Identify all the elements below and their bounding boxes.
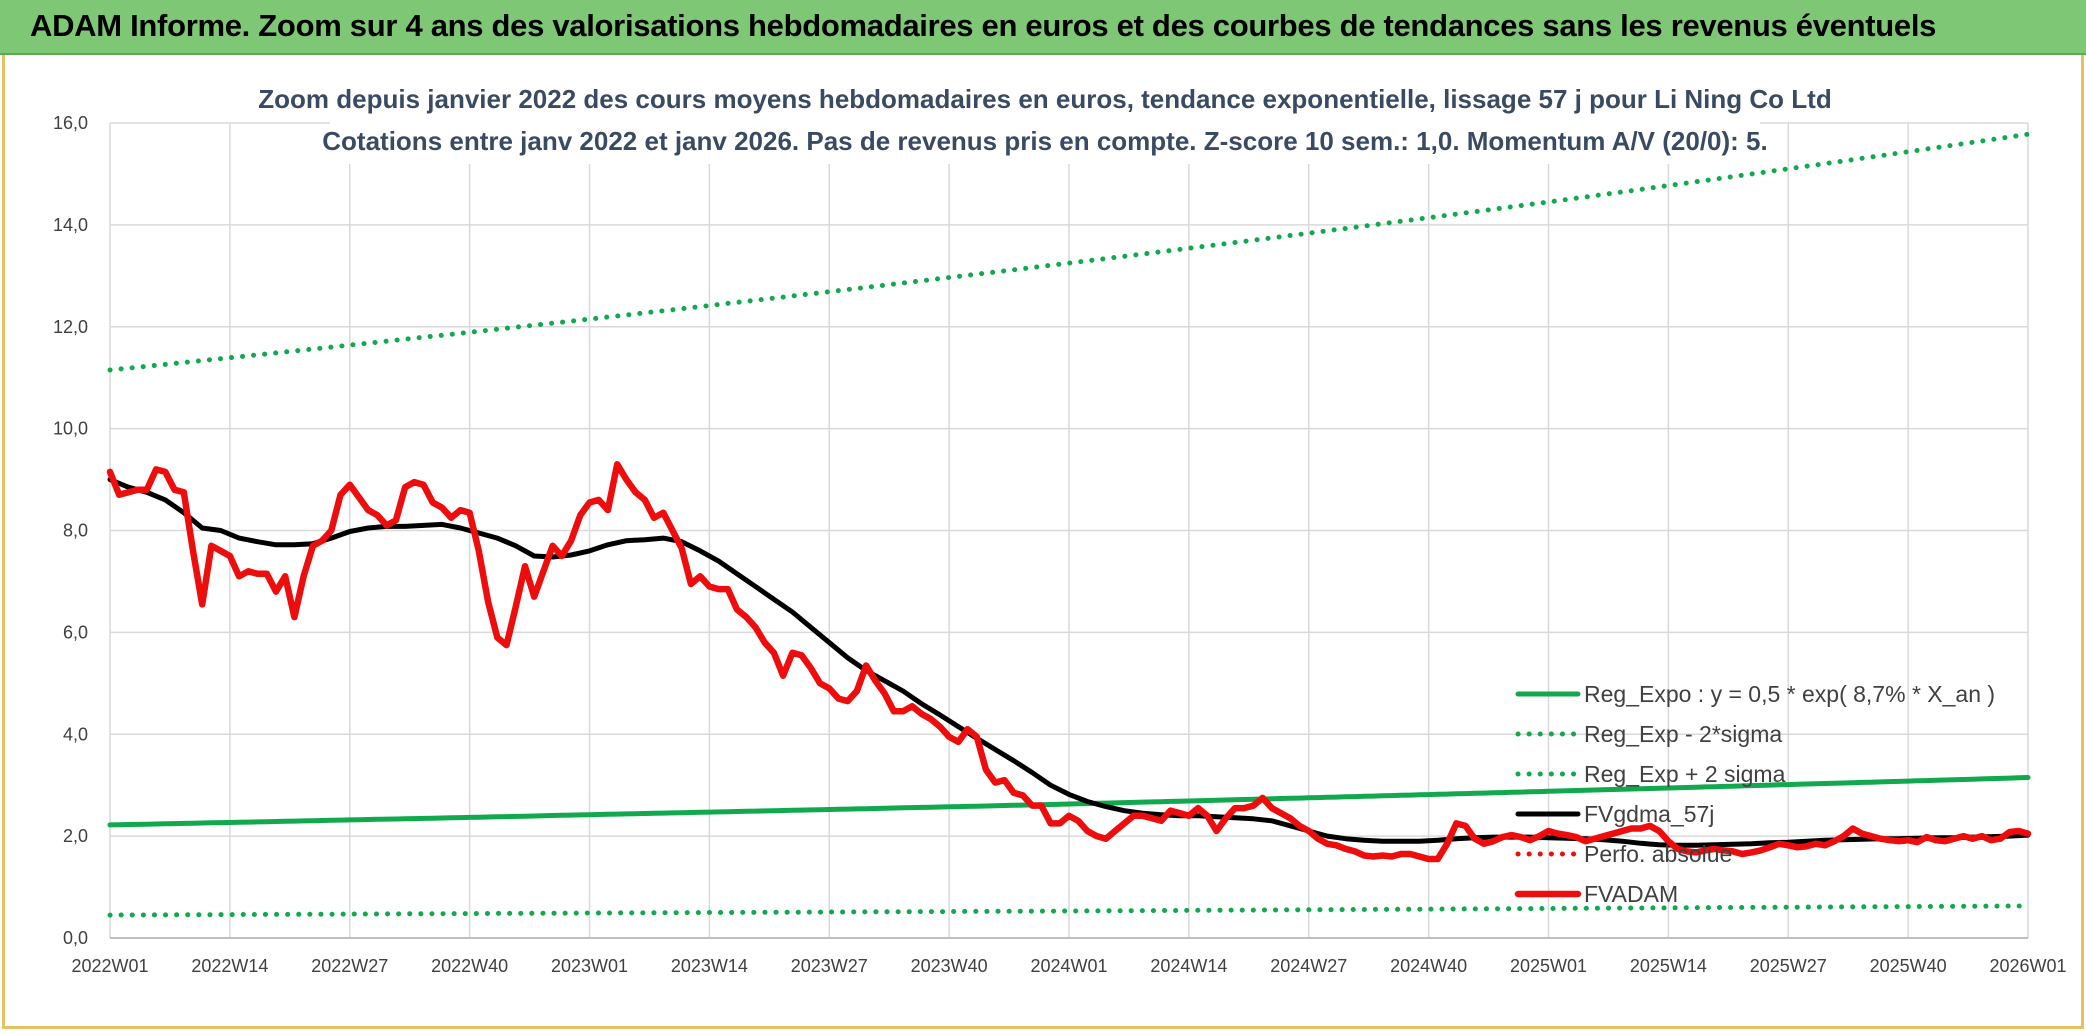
y-tick-label: 16,0 (53, 113, 88, 133)
y-tick-label: 10,0 (53, 419, 88, 439)
y-tick-label: 6,0 (63, 622, 88, 642)
y-tick-label: 2,0 (63, 826, 88, 846)
chart-grid (109, 122, 2029, 939)
report-title: ADAM Informe. Zoom sur 4 ans des valoris… (30, 8, 1937, 43)
x-tick-label: 2025W27 (1750, 956, 1827, 976)
chart-title-line-1: Zoom depuis janvier 2022 des cours moyen… (258, 84, 1831, 114)
y-tick-label: 4,0 (63, 724, 88, 744)
legend-label: FVADAM (1584, 881, 1678, 907)
x-tick-label: 2024W01 (1030, 956, 1107, 976)
legend-label: Perfo. absolue (1584, 841, 1732, 867)
x-tick-label: 2025W14 (1630, 956, 1707, 976)
x-tick-label: 2024W27 (1270, 956, 1347, 976)
series-line-reg-exp-2-sigma (107, 903, 2031, 918)
chart-frame (2, 55, 2084, 1029)
legend-label: Reg_Expo : y = 0,5 * exp( 8,7% * X_an ) (1584, 681, 1995, 707)
x-tick-label: 2025W40 (1870, 956, 1947, 976)
x-tick-label: 2022W01 (71, 956, 148, 976)
x-tick-label: 2023W27 (791, 956, 868, 976)
legend-label: Reg_Exp + 2 sigma (1584, 761, 1786, 787)
x-tick-label: 2023W40 (911, 956, 988, 976)
y-tick-label: 0,0 (63, 928, 88, 948)
x-tick-label: 2022W40 (431, 956, 508, 976)
series-line-fvgdma-57j (107, 477, 2031, 848)
legend-label: FVgdma_57j (1584, 801, 1714, 827)
x-tick-label: 2022W14 (191, 956, 268, 976)
y-tick-label: 14,0 (53, 215, 88, 235)
series-line-fvadam (106, 461, 2032, 863)
chart-legend: Reg_Expo : y = 0,5 * exp( 8,7% * X_an ) R… (1514, 681, 1995, 907)
chart-title-backdrop (330, 78, 1760, 164)
series-line-reg-expo-y-0-5-exp-8-7-x-an (107, 775, 2031, 828)
series-line-reg-exp-2-sigma (107, 131, 2031, 373)
chart-series (106, 131, 2032, 918)
y-tick-label: 12,0 (53, 317, 88, 337)
chart-axes: 0,0 2,0 4,0 6,0 8,0 10,0 12,0 14,0 16,0 2022W01 20… (53, 113, 2067, 976)
x-tick-label: 2026W01 (1989, 956, 2066, 976)
x-tick-label: 2023W14 (671, 956, 748, 976)
x-tick-label: 2023W01 (551, 956, 628, 976)
report-banner: ADAM Informe. Zoom sur 4 ans des valoris… (0, 0, 2086, 55)
legend-label: Reg_Exp - 2*sigma (1584, 721, 1782, 747)
x-tick-label: 2022W27 (311, 956, 388, 976)
chart-title-line-2: Cotations entre janv 2022 et janv 2026. … (322, 126, 1767, 156)
x-tick-label: 2024W14 (1150, 956, 1227, 976)
x-tick-label: 2024W40 (1390, 956, 1467, 976)
x-tick-label: 2025W01 (1510, 956, 1587, 976)
y-tick-label: 8,0 (63, 521, 88, 541)
